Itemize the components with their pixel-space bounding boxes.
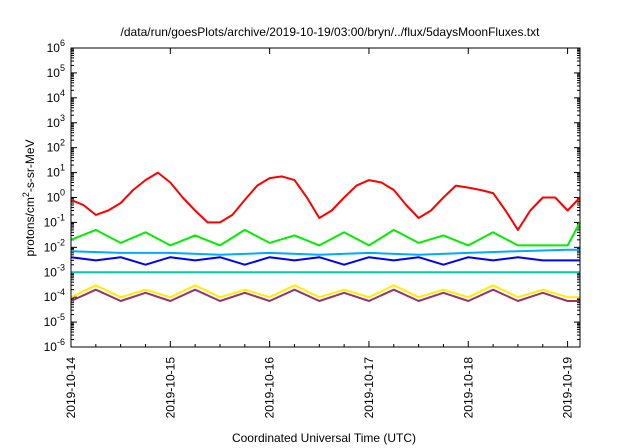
x-tick-label: 2019-10-14 [64,357,78,419]
x-axis: 2019-10-14 2019-10-15 2019-10-16 2019-10-17… [64,48,575,418]
series-line-6 [70,284,580,299]
y-axis-label-base: protons/cm [23,197,37,256]
x-tick-label: 2019-10-18 [461,357,475,419]
y-axis-label: protons/cm2-s-sr-MeV [21,139,37,256]
y-axis-label-sup: 2 [21,192,31,197]
y-tick-label: 10-3 [44,262,65,279]
y-tick-label: 100 [47,188,65,205]
series-line-4 [70,256,580,266]
x-tick-label: 2019-10-16 [263,357,277,419]
x-tick-label: 2019-10-17 [362,357,376,419]
x-tick-label: 2019-10-15 [163,357,177,419]
y-tick-label: 10-2 [44,237,65,254]
y-tick-label: 10-1 [44,212,65,229]
y-tick-label: 104 [47,88,65,105]
y-tick-label: 106 [47,38,65,55]
series-line-1 [70,171,581,231]
y-axis-label-rest: -s-sr-MeV [23,139,37,192]
series-layer [70,171,581,302]
y-tick-label: 103 [47,113,65,130]
series-line-3 [70,248,580,256]
series-line-2 [70,221,581,247]
y-tick-label: 105 [47,63,65,80]
y-tick-label: 10-6 [44,337,65,354]
y-tick-label: 10-4 [44,287,65,304]
plot-frame [70,47,581,348]
x-tick-label: 2019-10-19 [561,357,575,419]
y-tick-label: 102 [47,138,65,155]
x-axis-label: Coordinated Universal Time (UTC) [232,431,416,445]
chart-title: /data/run/goesPlots/archive/2019-10-19/0… [121,25,541,39]
y-tick-label: 10-5 [44,312,65,329]
y-tick-label: 101 [47,163,65,180]
y-axis: 10-6 10-5 10-4 10-3 10-2 10-1 100 101 102 103 104 1… [44,38,580,354]
series-line-7 [70,288,580,302]
